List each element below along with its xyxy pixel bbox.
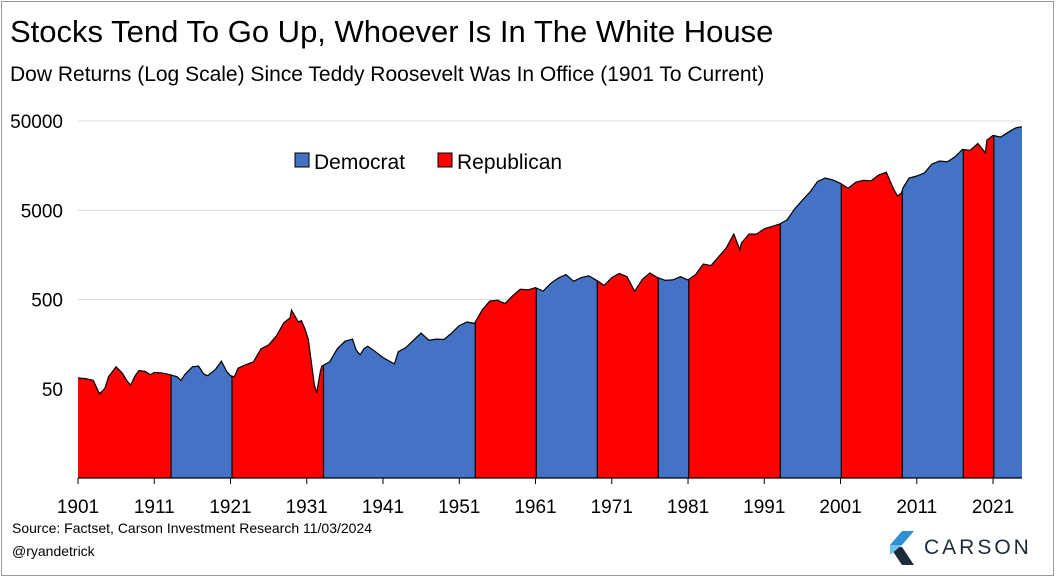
legend-swatch-republican [437, 152, 453, 168]
x-tick-label: 1941 [362, 497, 404, 518]
dow-series-line [77, 126, 1023, 395]
carson-logo-text: CARSON [924, 536, 1032, 559]
term-area-democrat [323, 321, 476, 478]
x-tick-label: 1921 [209, 497, 251, 518]
y-tick-label: 5000 [21, 201, 63, 222]
legend-label-democrat: Democrat [314, 151, 405, 174]
term-area-democrat [536, 274, 598, 478]
x-tick-label: 1961 [514, 497, 556, 518]
term-area-democrat [171, 361, 232, 478]
x-tick-label: 2011 [896, 497, 937, 518]
x-tick-label: 1911 [134, 497, 175, 518]
term-area-democrat [993, 126, 1022, 479]
x-tick-label: 2001 [819, 497, 861, 518]
x-tick-label: 1971 [591, 497, 633, 518]
x-tick-label: 1931 [286, 497, 328, 518]
legend-swatch-democrat [294, 152, 310, 168]
source-note: Source: Factset, Carson Investment Resea… [12, 520, 373, 536]
carson-logo: CARSON [888, 531, 1032, 565]
term-area-republican [963, 135, 994, 478]
chart-title: Stocks Tend To Go Up, Whoever Is In The … [10, 14, 774, 49]
x-tick-label: 2021 [972, 497, 1014, 518]
author-handle: @ryandetrick [12, 543, 95, 559]
carson-logo-icon [890, 531, 914, 565]
term-area-democrat [658, 276, 689, 478]
term-area-democrat [902, 149, 964, 478]
x-tick-label: 1951 [438, 497, 480, 518]
chart-subtitle: Dow Returns (Log Scale) Since Teddy Roos… [10, 63, 765, 86]
x-tick-label: 1991 [743, 497, 785, 518]
x-tick-label: 1901 [57, 497, 99, 518]
term-area-republican [475, 287, 537, 478]
term-area-republican [688, 223, 781, 478]
term-area-republican [597, 273, 659, 478]
term-area-republican [78, 366, 171, 478]
y-tick-label: 500 [31, 291, 63, 312]
term-area-republican [232, 310, 324, 478]
x-tick-label: 1981 [667, 497, 709, 518]
term-area-republican [841, 172, 903, 479]
legend-label-republican: Republican [457, 151, 562, 174]
y-tick-label: 50 [42, 380, 63, 401]
term-area-democrat [780, 178, 842, 478]
y-tick-label: 50000 [10, 112, 63, 133]
